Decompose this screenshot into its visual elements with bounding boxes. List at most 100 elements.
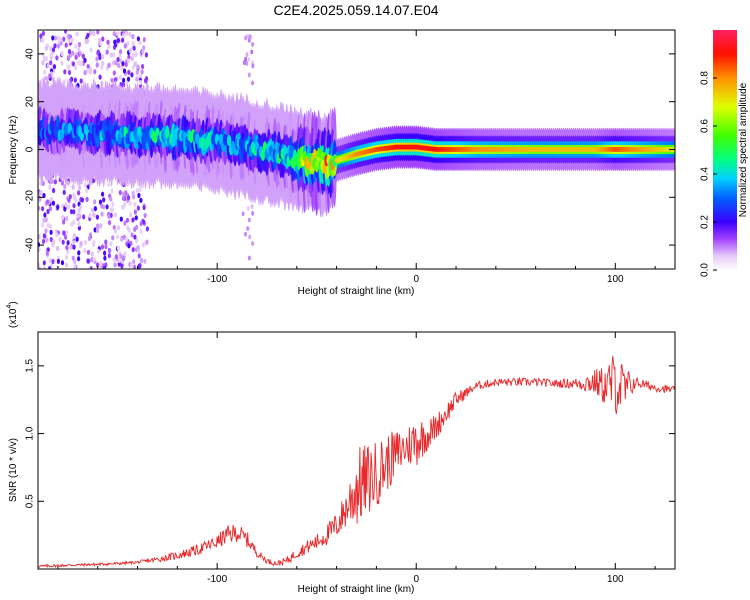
noise-cell bbox=[101, 60, 105, 67]
noise-cell bbox=[108, 248, 112, 254]
spectrogram-y-tick-label: 40 bbox=[25, 48, 36, 60]
noise-cell bbox=[132, 194, 136, 200]
noise-cell bbox=[101, 36, 105, 42]
noise-cell bbox=[75, 236, 79, 242]
noise-cell bbox=[88, 212, 92, 218]
noise-cell bbox=[44, 45, 49, 51]
noise-cell bbox=[143, 258, 147, 264]
noise-cell bbox=[140, 69, 144, 75]
noise-cell bbox=[51, 35, 55, 41]
noise-cell bbox=[244, 35, 248, 41]
noise-cell bbox=[130, 232, 134, 238]
noise-cell bbox=[92, 256, 96, 262]
noise-cell bbox=[51, 47, 56, 53]
noise-cell bbox=[62, 219, 66, 225]
noise-cell bbox=[103, 250, 107, 256]
noise-cell bbox=[67, 69, 72, 76]
noise-cell bbox=[119, 253, 123, 259]
noise-cell bbox=[125, 80, 129, 86]
noise-cell bbox=[103, 255, 107, 261]
noise-cell bbox=[142, 45, 146, 51]
snr-y-multiplier: (x104) bbox=[6, 301, 19, 328]
noise-cell bbox=[66, 240, 70, 246]
noise-cell bbox=[113, 262, 117, 268]
noise-cell bbox=[89, 266, 93, 269]
noise-cell bbox=[119, 49, 123, 55]
noise-cell bbox=[105, 204, 109, 210]
noise-cell bbox=[44, 228, 48, 234]
noise-cell bbox=[77, 250, 81, 256]
svg-text:(x104): (x104) bbox=[6, 301, 19, 328]
noise-cell bbox=[113, 77, 117, 83]
noise-cell bbox=[133, 61, 137, 67]
noise-cell bbox=[65, 254, 69, 260]
noise-cell bbox=[71, 50, 75, 56]
noise-cell bbox=[106, 39, 110, 45]
noise-cell bbox=[87, 235, 92, 242]
noise-cell bbox=[81, 53, 85, 59]
noise-cell bbox=[71, 61, 75, 67]
noise-cell bbox=[62, 230, 66, 236]
spectrogram-y-tick-label: 20 bbox=[25, 96, 36, 108]
noise-cell bbox=[79, 78, 83, 84]
ridge-cell bbox=[87, 131, 93, 143]
noise-cell bbox=[46, 208, 50, 215]
noise-cell bbox=[99, 223, 103, 229]
noise-cell bbox=[51, 258, 55, 265]
colorbar-gradient bbox=[713, 30, 737, 270]
spectrogram-y-tick-label: 0 bbox=[25, 146, 36, 152]
noise-cell bbox=[244, 231, 247, 237]
noise-cell bbox=[120, 236, 124, 242]
noise-cell bbox=[145, 226, 149, 232]
noise-cell bbox=[43, 69, 47, 75]
snr-multiplier-base: (x10 bbox=[8, 308, 19, 328]
noise-cell bbox=[114, 60, 118, 66]
noise-cell bbox=[49, 196, 54, 202]
noise-cell bbox=[62, 189, 66, 195]
noise-cell bbox=[92, 240, 96, 246]
noise-cell bbox=[56, 43, 61, 49]
noise-cell bbox=[77, 221, 81, 227]
noise-cell bbox=[85, 196, 89, 202]
noise-cell bbox=[41, 238, 46, 244]
noise-cell bbox=[121, 61, 125, 67]
noise-cell bbox=[43, 212, 47, 218]
noise-cell bbox=[77, 41, 82, 48]
noise-cell bbox=[76, 212, 80, 218]
noise-cell bbox=[141, 63, 145, 70]
noise-cell bbox=[49, 229, 53, 235]
noise-cell bbox=[95, 62, 99, 68]
noise-cell bbox=[93, 227, 97, 233]
noise-cell bbox=[138, 40, 142, 46]
noise-cell bbox=[69, 244, 73, 250]
noise-cell bbox=[99, 41, 103, 47]
noise-cell bbox=[63, 30, 68, 34]
noise-cell bbox=[76, 82, 80, 89]
snr-y-tick-label: 1.0 bbox=[25, 426, 36, 440]
noise-cell bbox=[127, 227, 131, 233]
spectrogram-x-tick-label: 100 bbox=[607, 274, 624, 285]
noise-cell bbox=[52, 239, 56, 245]
noise-cell bbox=[139, 197, 143, 203]
noise-cell bbox=[64, 42, 68, 48]
noise-cell bbox=[118, 190, 122, 196]
noise-cell bbox=[128, 48, 132, 54]
noise-cell bbox=[241, 211, 245, 217]
noise-cell bbox=[49, 45, 53, 51]
noise-cell bbox=[73, 259, 77, 265]
noise-cell bbox=[48, 223, 53, 229]
noise-cell bbox=[42, 233, 47, 239]
noise-cell bbox=[109, 52, 113, 58]
noise-cell bbox=[116, 245, 120, 251]
noise-cell bbox=[131, 34, 135, 40]
noise-cell bbox=[139, 257, 144, 264]
noise-cell bbox=[77, 190, 81, 196]
noise-cell bbox=[72, 233, 76, 239]
snr-x-tick-label: 100 bbox=[607, 574, 624, 585]
noise-cell bbox=[135, 238, 139, 244]
colorbar: 0.0 0.2 0.4 0.6 0.8 Normalized spectral ampl… bbox=[700, 30, 749, 277]
noise-cell bbox=[112, 70, 116, 76]
noise-cell bbox=[74, 65, 78, 71]
noise-cell bbox=[100, 64, 104, 70]
noise-cell bbox=[86, 67, 90, 74]
